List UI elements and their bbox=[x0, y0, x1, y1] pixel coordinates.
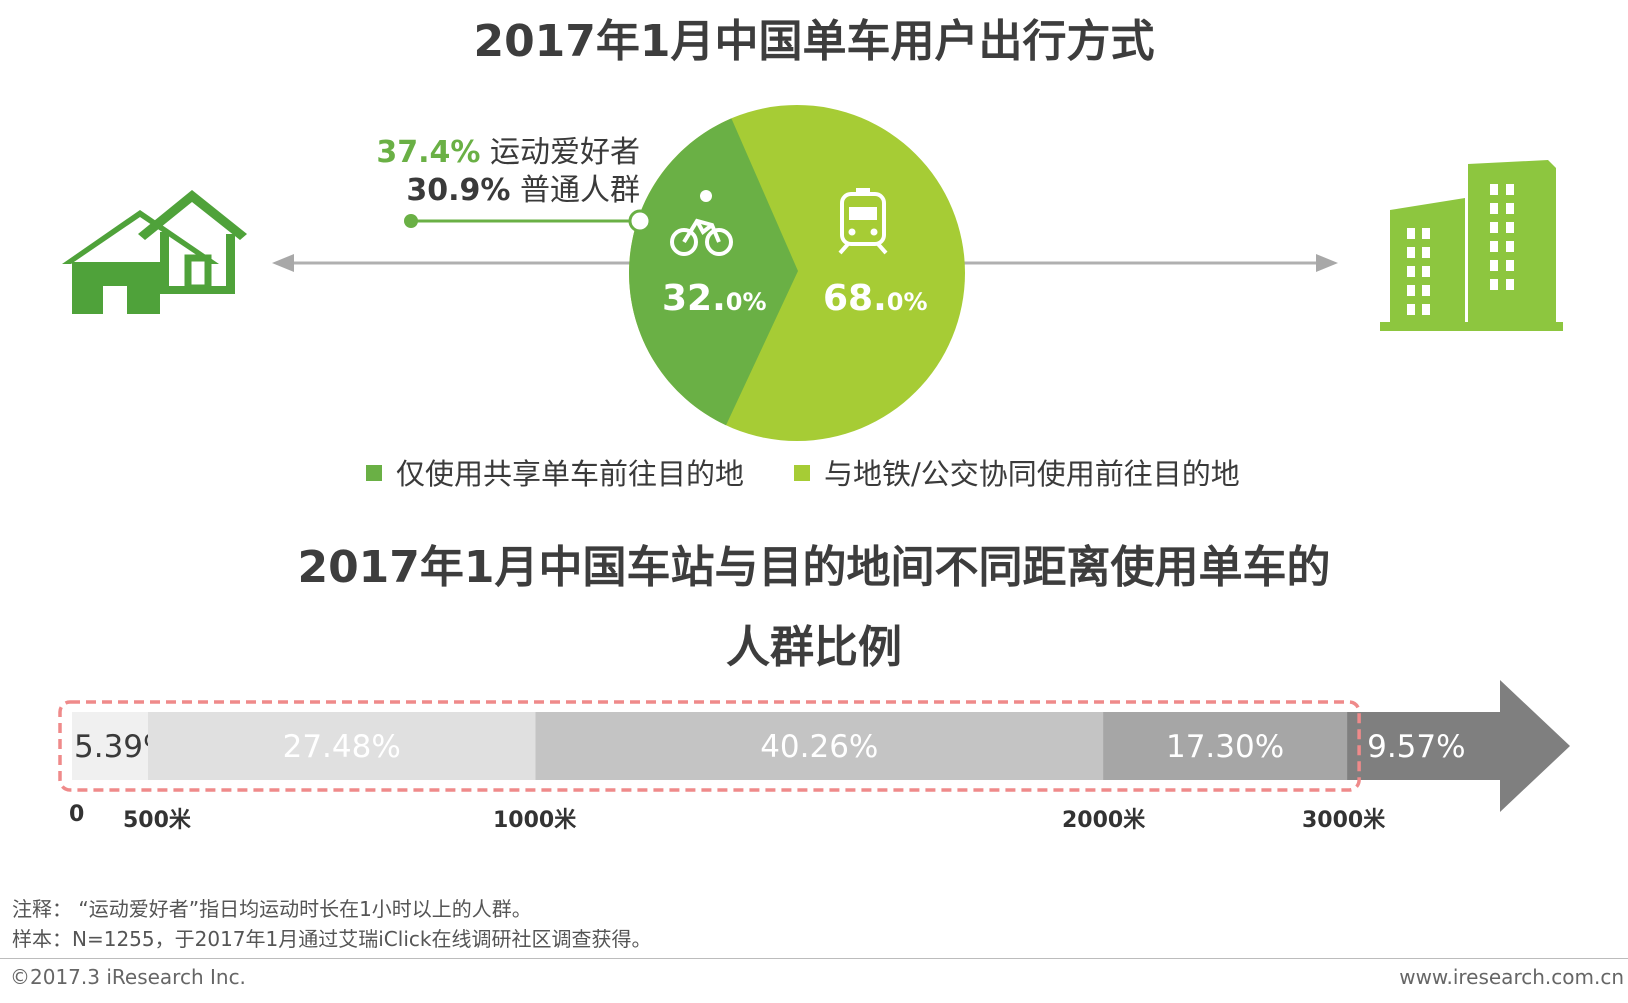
house-icon bbox=[62, 190, 247, 314]
footer-website: www.iresearch.com.cn bbox=[1399, 965, 1624, 989]
legend-label: 仅使用共享单车前往目的地 bbox=[396, 457, 745, 491]
legend-item-bike-only: 仅使用共享单车前往目的地 bbox=[366, 455, 744, 493]
axis-tick-label: 0 bbox=[69, 802, 85, 827]
bar-segment bbox=[1103, 712, 1347, 780]
bar-segment bbox=[72, 712, 148, 780]
note-line: 注释： “运动爱好者”指日均运动时长在1小时以上的人群。 bbox=[12, 897, 532, 921]
annotation-pct: 37.4% bbox=[376, 135, 481, 170]
dashed-highlight-border bbox=[58, 700, 1361, 792]
footer-divider bbox=[0, 958, 1628, 959]
axis-tick-label: 2000米 bbox=[1062, 808, 1146, 833]
bar-segment-over-3000 bbox=[1347, 680, 1570, 812]
legend-item-with-transit: 与地铁/公交协同使用前往目的地 bbox=[794, 455, 1240, 493]
annotation-line-enthusiasts: 37.4% 运动爱好者 bbox=[300, 134, 640, 172]
annotation-label: 普通人群 bbox=[520, 173, 640, 208]
train-icon bbox=[838, 188, 888, 255]
bar-value-label: 17.30% bbox=[1166, 729, 1284, 765]
bar-segment bbox=[148, 712, 536, 780]
legend-label: 与地铁/公交协同使用前往目的地 bbox=[824, 457, 1240, 491]
axis-tick-label: 1000米 bbox=[493, 808, 577, 833]
axis-tick-label: 500米 bbox=[123, 808, 191, 833]
pie-value-label: 68.0% bbox=[823, 278, 928, 319]
bar-value-label: 27.48% bbox=[283, 729, 401, 765]
legend-swatch bbox=[794, 465, 810, 481]
chart-title-bottom-line1: 2017年1月中国车站与目的地间不同距离使用单车的 bbox=[297, 542, 1331, 593]
chart-title-bottom-line2: 人群比例 bbox=[726, 622, 902, 673]
bar-value-label: 40.26% bbox=[760, 729, 878, 765]
legend-swatch bbox=[366, 465, 382, 481]
bar-segment bbox=[535, 712, 1104, 780]
footer-copyright: ©2017.3 iResearch Inc. bbox=[10, 965, 246, 989]
axis-tick-label: 3000米 bbox=[1302, 808, 1386, 833]
annotation-label: 运动爱好者 bbox=[490, 135, 640, 170]
annotation-line-general: 30.9% 普通人群 bbox=[300, 172, 640, 210]
pie-chart bbox=[629, 105, 965, 441]
pie-slice-bike-only bbox=[629, 118, 798, 426]
pie-value-label: 32.0% bbox=[662, 278, 767, 319]
bicycle-rider-icon bbox=[670, 190, 733, 256]
bar-value-label: 9.57% bbox=[1367, 729, 1465, 765]
note-line: 样本：N=1255，于2017年1月通过艾瑞iClick在线调研社区调查获得。 bbox=[12, 927, 652, 951]
annotation-leader-line bbox=[404, 209, 652, 233]
buildings-icon bbox=[1380, 160, 1563, 331]
chart-title-top: 2017年1月中国单车用户出行方式 bbox=[473, 16, 1155, 67]
annotation-pct: 30.9% bbox=[406, 173, 511, 208]
